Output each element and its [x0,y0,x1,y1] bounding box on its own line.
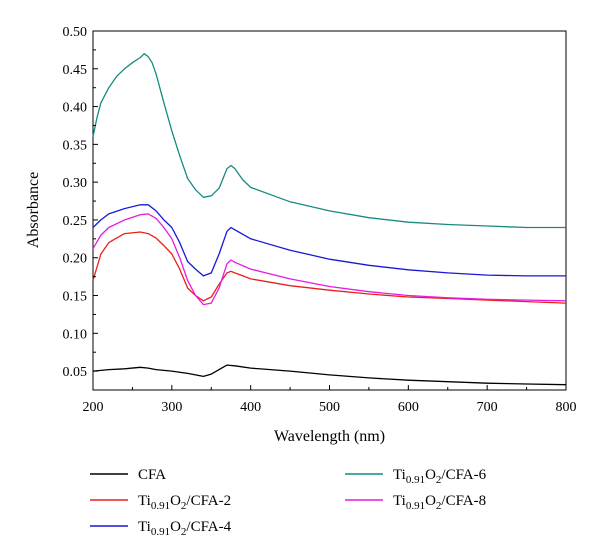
legend: CFA Ti0.91O2/CFA-2 Ti0.91O2/CFA-4 Ti0.91O2/… [90,467,487,538]
y-tick-label: 0.25 [63,214,88,229]
x-tick-label: 300 [161,400,182,415]
y-tick-label: 0.10 [63,327,88,342]
x-axis-title: Wavelength (nm) [274,428,385,445]
x-tick-label: 700 [477,400,498,415]
y-tick-label: 0.20 [63,252,88,267]
series-line-0 [92,364,567,386]
series-group [92,53,567,386]
x-tick-label: 400 [240,400,261,415]
y-tick-label: 0.50 [63,25,88,40]
y-axis-ticks: 0.05 0.10 0.15 0.20 0.25 0.30 0.35 0.40 0.45 0.50 [63,25,98,380]
plot-area: 200 300 400 500 600 700 800 0.050.100.150.200.… [63,25,577,415]
y-tick-label: 0.15 [63,290,88,305]
x-tick-label: 500 [319,400,340,415]
y-tick-label: 0.05 [63,365,88,380]
y-tick-label: 0.45 [63,63,88,78]
x-tick-label: 800 [556,400,577,415]
y-tick-label: 0.40 [63,101,88,116]
y-tick-label: 0.30 [63,176,88,191]
series-line-4 [92,213,567,306]
x-tick-label: 200 [83,400,104,415]
legend-label-0: CFA [138,467,166,483]
legend-label-2: Ti0.91O2/CFA-4 [138,519,232,538]
series-line-2 [92,204,566,277]
legend-label-3: Ti0.91O2/CFA-6 [393,467,487,486]
y-axis-title: Absorbance [25,172,42,248]
series-line-3 [92,53,566,229]
legend-label-1: Ti0.91O2/CFA-2 [138,493,231,512]
x-tick-label: 600 [398,400,419,415]
x-axis-ticks: 200 300 400 500 600 700 800 [83,385,577,415]
legend-label-4: Ti0.91O2/CFA-8 [393,493,486,512]
y-tick-label: 0.35 [63,138,88,153]
series-line-1 [92,231,567,304]
